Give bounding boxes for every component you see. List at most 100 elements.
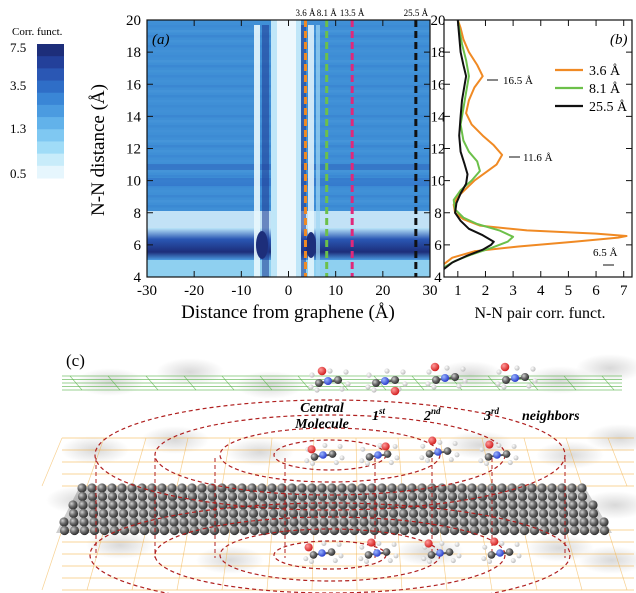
carbon-atom	[87, 483, 97, 493]
carbon-atom	[228, 508, 239, 519]
carbon-atom	[238, 500, 248, 510]
carbon-atom	[248, 508, 259, 519]
hydrogen-atom	[425, 381, 431, 387]
carbon-atom	[69, 517, 79, 527]
label-second: 2nd	[423, 406, 441, 424]
y-tick-label-right: 6	[434, 238, 442, 254]
x-tick-label: -10	[231, 283, 251, 299]
grid-line	[131, 437, 147, 487]
carbon-atom	[97, 491, 108, 502]
gap-edge	[296, 20, 301, 277]
panel-a-label: (a)	[152, 32, 170, 48]
hydrogen-atom	[426, 369, 432, 375]
carbon-atom	[458, 500, 468, 510]
grid-line	[176, 529, 189, 591]
carbon-atom	[579, 525, 590, 536]
y-tick-label: 18	[126, 45, 141, 61]
series-line	[443, 19, 628, 265]
hydrogen-atom	[439, 541, 445, 546]
carbon-atom	[287, 483, 297, 493]
carbon-atom	[498, 500, 508, 510]
hydrogen-atom	[309, 372, 315, 378]
grid-line	[221, 375, 235, 391]
carbon-atom	[379, 525, 390, 536]
carbon-atom	[237, 491, 248, 502]
carbon-atom	[505, 548, 514, 556]
carbon-atom	[338, 500, 348, 510]
carbon-atom	[87, 491, 98, 502]
cut-line-label: 25.5 Å	[404, 8, 429, 18]
solvent-cloud	[526, 366, 594, 394]
carbon-atom	[288, 500, 298, 510]
carbon-atom	[447, 483, 457, 493]
x-tick-label: -30	[137, 283, 157, 299]
y-tick-label-right: 18	[431, 45, 446, 61]
hydrogen-atom	[495, 381, 501, 387]
nitrogen-atom	[441, 374, 449, 382]
carbon-atom	[527, 491, 538, 502]
carbon-atom	[207, 483, 217, 493]
carbon-atom	[368, 500, 378, 510]
carbon-atom	[529, 517, 539, 527]
carbon-atom	[89, 517, 99, 527]
hydrogen-atom	[526, 383, 532, 389]
carbon-atom	[328, 508, 339, 519]
hydrogen-atom	[345, 381, 351, 387]
hydrogen-atom	[322, 443, 328, 448]
carbon-atom	[397, 491, 408, 502]
carbon-atom	[118, 500, 128, 510]
hydrogen-atom	[479, 446, 485, 452]
hydrogen-atom	[303, 556, 309, 562]
nitrogen-atom	[511, 374, 519, 382]
hydrogen-atom	[337, 443, 343, 449]
cut-lines: 3.6 Å 8.1 Å 13.5 Å 25.5 Å	[295, 8, 429, 277]
carbon-atom	[187, 491, 198, 502]
hydrogen-atom	[421, 556, 427, 562]
hydrogen-atom	[530, 366, 536, 372]
carbon-atom	[357, 483, 367, 493]
colorbar-tick: 0.5	[10, 166, 26, 181]
carbon-atom	[138, 508, 149, 519]
carbon-atom	[489, 517, 499, 527]
colorbar-swatches	[37, 44, 64, 179]
carbon-atom	[199, 525, 210, 536]
carbon-atom	[349, 525, 360, 536]
carbon-atom	[445, 548, 454, 556]
grid-line	[221, 529, 231, 591]
carbon-atom	[458, 508, 469, 519]
carbon-atom	[497, 491, 508, 502]
carbon-atom	[488, 508, 499, 519]
y-tick-label-right: 12	[431, 142, 446, 158]
colorbar-swatch	[37, 129, 64, 142]
nitrogen-atom	[374, 451, 382, 459]
carbon-atom	[579, 517, 589, 527]
carbon-atom	[209, 517, 219, 527]
carbon-atom	[449, 525, 460, 536]
carbon-atom	[568, 500, 578, 510]
hydrogen-atom	[358, 556, 364, 562]
y-tick-label: 4	[134, 270, 142, 286]
nitrogen-atom	[493, 451, 501, 459]
hydrogen-atom	[336, 541, 342, 547]
carbon-atom	[179, 525, 190, 536]
carbon-atom	[88, 508, 99, 519]
carbon-atom	[397, 483, 407, 493]
annotation-16-5: 16.5 Å	[503, 75, 533, 87]
carbon-atom	[159, 517, 169, 527]
carbon-atom	[309, 517, 319, 527]
oxygen-atom	[307, 445, 316, 454]
neighbor-ring	[154, 516, 506, 593]
carbon-atom	[527, 483, 537, 493]
grid-line	[439, 437, 448, 487]
nitrogen-atom	[318, 549, 326, 557]
neighbor-ring	[94, 399, 566, 511]
colorbar-swatch	[37, 141, 64, 155]
carbon-atom	[528, 508, 539, 519]
hydrogen-atom	[513, 455, 519, 461]
carbon-atom	[519, 525, 530, 536]
carbon-atom	[318, 500, 328, 510]
x-tick-label: 2	[482, 283, 490, 299]
carbon-atom	[278, 500, 288, 510]
carbon-atom	[451, 373, 459, 381]
label-molecule: Molecule	[294, 417, 349, 432]
